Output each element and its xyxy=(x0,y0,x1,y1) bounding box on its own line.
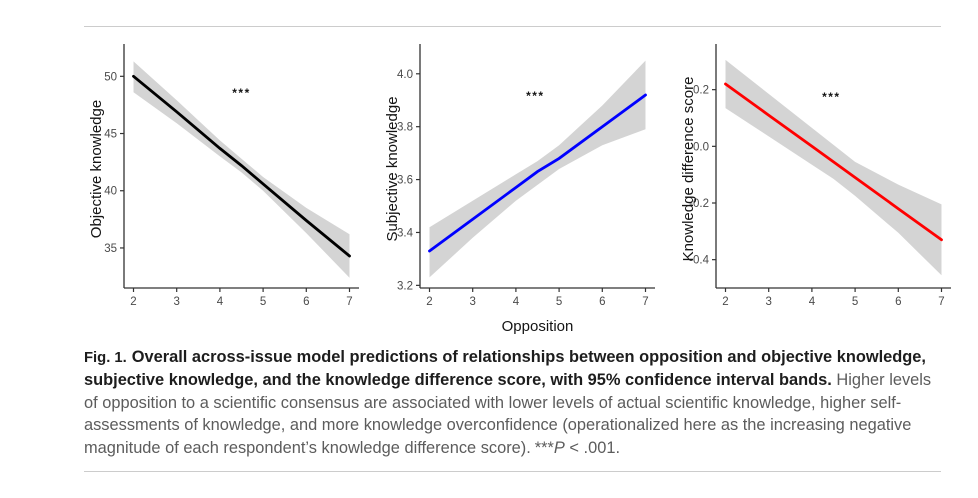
y-axis-title: Knowledge difference score xyxy=(680,77,697,262)
x-tick-label: 2 xyxy=(722,296,728,308)
plot-subjective-knowledge: 2 3 4 5 6 7 3.2 3.4 3.6 3.8 4.0 Subjective knowledg… xyxy=(384,44,655,335)
y-tick-label: -0.2 xyxy=(689,198,709,210)
confidence-band xyxy=(429,60,646,278)
regression-line xyxy=(724,82,943,242)
y-tick-label: 0.0 xyxy=(693,141,709,153)
y-tick-label: 45 xyxy=(104,129,117,141)
y-tick-label: -0.4 xyxy=(689,255,709,267)
y-tick-label: 3.4 xyxy=(397,227,414,239)
x-tick-label: 2 xyxy=(130,296,136,308)
x-tick-label: 6 xyxy=(303,296,309,308)
significance-p-symbol: P xyxy=(553,438,565,457)
caption-body: Higher levels of opposition to a scienti… xyxy=(84,371,932,457)
figure-caption: Fig. 1. Overall across-issue model predic… xyxy=(84,346,944,459)
significance-threshold: < .001. xyxy=(564,438,620,457)
y-tick-label: 0.2 xyxy=(693,85,709,97)
x-tick-label: 5 xyxy=(260,296,266,308)
x-tick-label: 4 xyxy=(513,296,520,308)
figure-label: Fig. 1. xyxy=(84,350,127,366)
regression-line xyxy=(132,74,351,258)
y-axis-title: Subjective knowledge xyxy=(384,96,401,241)
x-tick-label: 4 xyxy=(809,296,816,308)
x-tick-label: 7 xyxy=(938,296,944,308)
y-tick-label: 35 xyxy=(104,243,117,255)
significance-annotation: *** xyxy=(822,90,841,104)
caption-title: Overall across-issue model predictions o… xyxy=(84,348,926,390)
x-axis-title: Opposition xyxy=(502,318,574,335)
significance-stars: *** xyxy=(534,438,554,457)
significance-annotation: *** xyxy=(526,89,545,103)
x-tick-label: 5 xyxy=(556,296,562,308)
confidence-band xyxy=(725,59,942,276)
x-tick-label: 6 xyxy=(895,296,901,308)
confidence-band xyxy=(133,61,350,278)
y-tick-label: 3.8 xyxy=(397,122,413,134)
x-tick-label: 2 xyxy=(426,296,432,308)
y-axis-title: Objective knowledge xyxy=(88,100,105,238)
x-tick-label: 7 xyxy=(642,296,648,308)
x-tick-label: 3 xyxy=(765,296,771,308)
x-tick-label: 6 xyxy=(599,296,605,308)
x-tick-label: 5 xyxy=(852,296,858,308)
x-tick-label: 7 xyxy=(346,296,352,308)
y-tick-label: 4.0 xyxy=(397,69,413,81)
significance-annotation: *** xyxy=(232,86,251,100)
y-tick-label: 3.2 xyxy=(397,280,413,292)
x-tick-label: 3 xyxy=(173,296,179,308)
y-tick-label: 40 xyxy=(104,186,117,198)
x-tick-label: 3 xyxy=(469,296,475,308)
top-divider xyxy=(84,26,941,27)
bottom-divider xyxy=(84,471,941,472)
y-tick-label: 50 xyxy=(104,71,117,83)
regression-line xyxy=(428,93,647,253)
y-tick-label: 3.6 xyxy=(397,175,413,187)
x-tick-label: 4 xyxy=(217,296,224,308)
